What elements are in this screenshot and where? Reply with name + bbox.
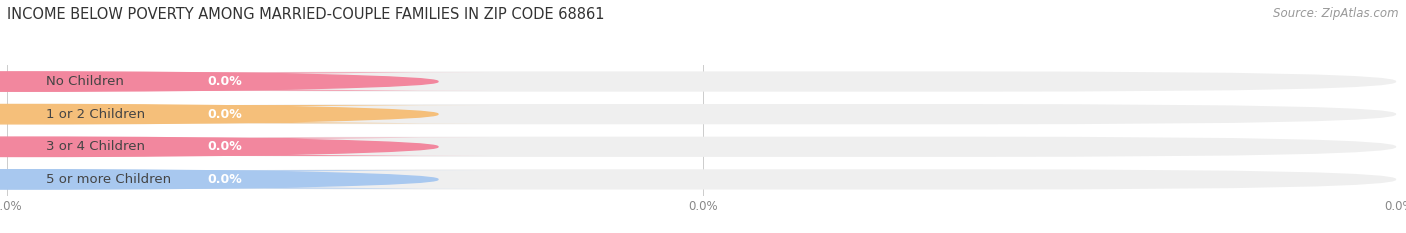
Circle shape	[0, 104, 439, 124]
FancyBboxPatch shape	[10, 72, 1396, 92]
Text: 1 or 2 Children: 1 or 2 Children	[46, 108, 145, 121]
FancyBboxPatch shape	[10, 169, 1396, 189]
FancyBboxPatch shape	[0, 138, 322, 156]
FancyBboxPatch shape	[0, 105, 322, 123]
FancyBboxPatch shape	[10, 104, 1396, 124]
FancyBboxPatch shape	[0, 170, 322, 188]
Text: Source: ZipAtlas.com: Source: ZipAtlas.com	[1274, 7, 1399, 20]
Text: 3 or 4 Children: 3 or 4 Children	[46, 140, 145, 153]
FancyBboxPatch shape	[0, 138, 492, 156]
Circle shape	[0, 170, 439, 189]
FancyBboxPatch shape	[10, 137, 1396, 157]
Text: 0.0%: 0.0%	[208, 173, 242, 186]
Text: No Children: No Children	[46, 75, 124, 88]
Text: 5 or more Children: 5 or more Children	[46, 173, 172, 186]
FancyBboxPatch shape	[0, 170, 492, 188]
Circle shape	[0, 137, 439, 157]
FancyBboxPatch shape	[0, 72, 492, 91]
Text: INCOME BELOW POVERTY AMONG MARRIED-COUPLE FAMILIES IN ZIP CODE 68861: INCOME BELOW POVERTY AMONG MARRIED-COUPL…	[7, 7, 605, 22]
FancyBboxPatch shape	[0, 72, 322, 91]
Circle shape	[0, 72, 439, 91]
FancyBboxPatch shape	[0, 105, 492, 123]
Text: 0.0%: 0.0%	[208, 108, 242, 121]
Text: 0.0%: 0.0%	[208, 75, 242, 88]
Text: 0.0%: 0.0%	[208, 140, 242, 153]
